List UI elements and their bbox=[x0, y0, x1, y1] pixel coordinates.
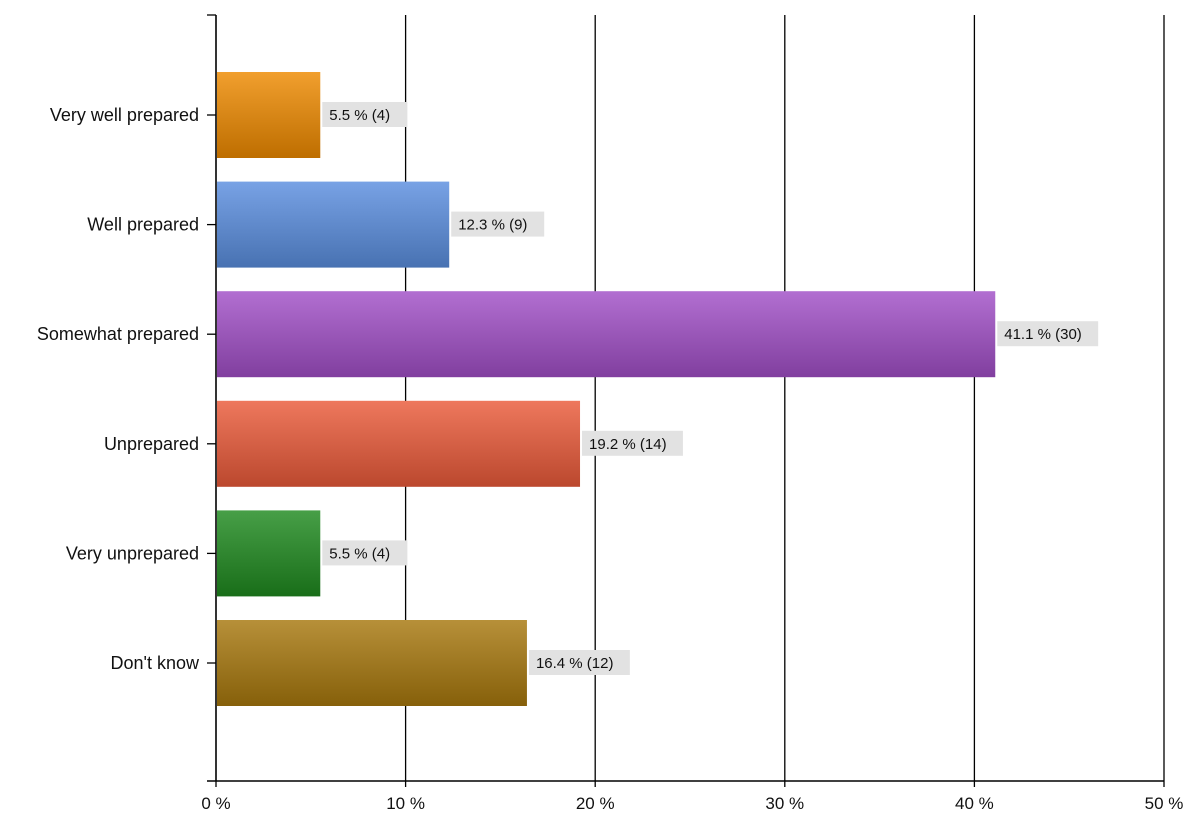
bar bbox=[217, 400, 581, 487]
bar bbox=[217, 620, 527, 706]
data-label-box bbox=[322, 540, 408, 566]
x-tick-label: 10 % bbox=[386, 794, 425, 813]
x-tick-label: 40 % bbox=[955, 794, 994, 813]
x-tick-label: 50 % bbox=[1145, 794, 1184, 813]
x-tick-label: 0 % bbox=[201, 794, 230, 813]
data-label: 41.1 % (30) bbox=[1004, 326, 1082, 343]
data-label-box bbox=[582, 430, 683, 456]
data-label-box bbox=[322, 102, 408, 127]
data-label-box bbox=[451, 211, 545, 237]
data-label-box bbox=[528, 650, 630, 675]
category-label: Well prepared bbox=[87, 215, 199, 235]
data-label: 12.3 % (9) bbox=[458, 217, 527, 234]
category-label: Very well prepared bbox=[50, 105, 199, 125]
category-label: Somewhat prepared bbox=[37, 324, 199, 344]
bar bbox=[217, 291, 996, 378]
data-label: 16.4 % (12) bbox=[536, 655, 614, 672]
category-label: Unprepared bbox=[104, 434, 199, 454]
data-label: 19.2 % (14) bbox=[589, 436, 667, 453]
x-tick-label: 20 % bbox=[576, 794, 615, 813]
category-label: Very unprepared bbox=[66, 543, 199, 563]
bar bbox=[217, 181, 450, 268]
data-label: 5.5 % (4) bbox=[329, 545, 390, 562]
x-tick-label: 30 % bbox=[765, 794, 804, 813]
bar bbox=[217, 510, 321, 597]
data-label: 5.5 % (4) bbox=[329, 107, 390, 124]
data-label-box bbox=[997, 321, 1099, 347]
bar bbox=[217, 72, 321, 158]
category-label: Don't know bbox=[111, 653, 200, 673]
